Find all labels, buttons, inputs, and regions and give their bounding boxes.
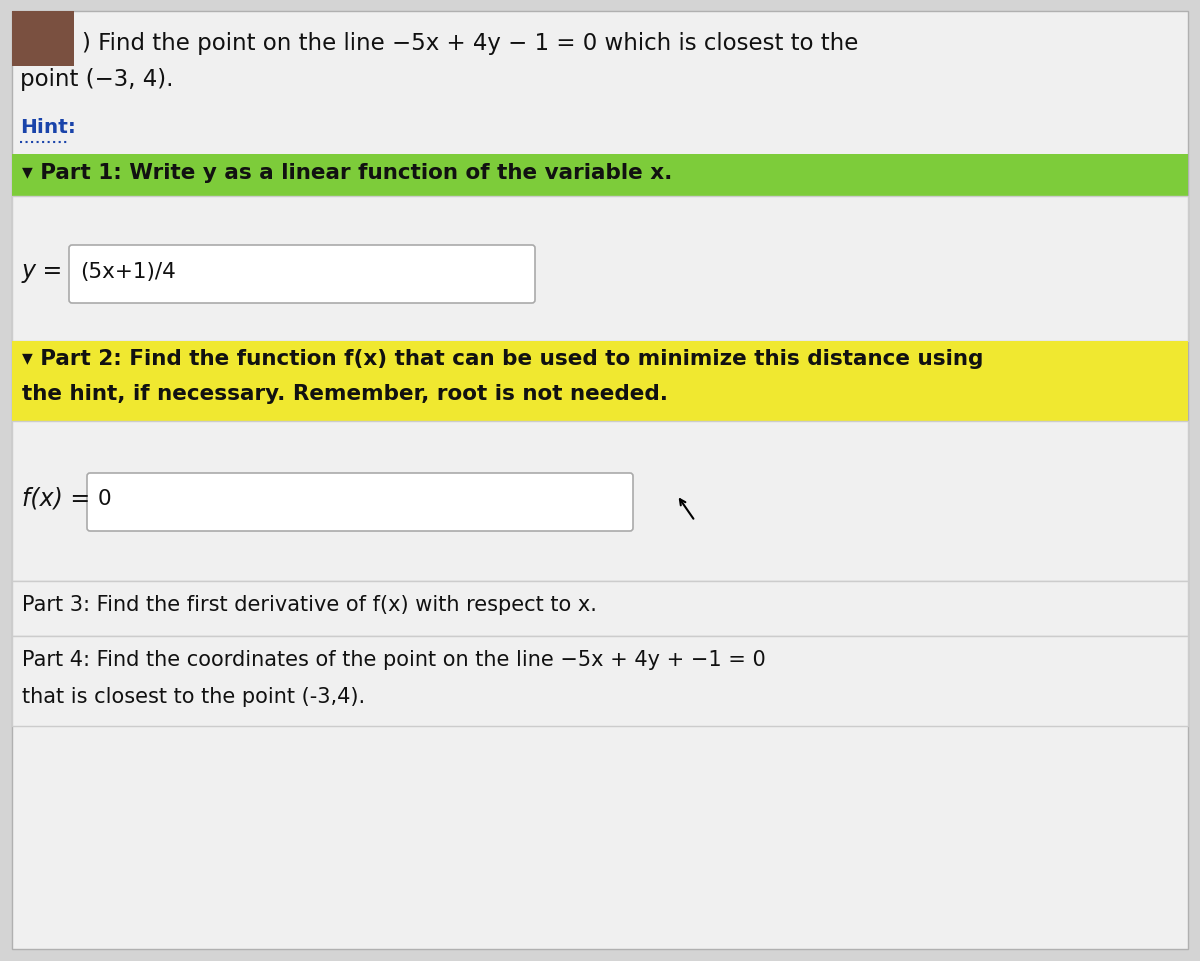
Bar: [12, 12, 74, 67]
Bar: [12, 342, 1188, 422]
Text: (5x+1)/4: (5x+1)/4: [80, 261, 176, 282]
Text: Part 4: Find the coordinates of the point on the line −5x + 4y + −1 = 0: Part 4: Find the coordinates of the poin…: [22, 650, 766, 669]
Bar: [12, 422, 1188, 581]
Bar: [12, 636, 1188, 727]
Text: ▾ Part 2: Find the function f(x) that can be used to minimize this distance usin: ▾ Part 2: Find the function f(x) that ca…: [22, 349, 983, 369]
Bar: [12, 581, 1188, 636]
Text: 0: 0: [98, 488, 112, 508]
Text: ) Find the point on the line −5x + 4y − 1 = 0 which is closest to the: ) Find the point on the line −5x + 4y − …: [82, 32, 858, 55]
Text: Part 3: Find the first derivative of f(x) with respect to x.: Part 3: Find the first derivative of f(x…: [22, 595, 596, 614]
Text: Hint:: Hint:: [20, 118, 76, 136]
Text: point (−3, 4).: point (−3, 4).: [20, 68, 174, 91]
FancyBboxPatch shape: [70, 246, 535, 304]
Text: that is closest to the point (-3,4).: that is closest to the point (-3,4).: [22, 686, 365, 706]
FancyBboxPatch shape: [88, 474, 634, 531]
Text: f(x) =: f(x) =: [22, 486, 97, 510]
Bar: [12, 197, 1188, 342]
Text: the hint, if necessary. Remember, root is not needed.: the hint, if necessary. Remember, root i…: [22, 383, 668, 404]
Text: ▾ Part 1: Write y as a linear function of the variable x.: ▾ Part 1: Write y as a linear function o…: [22, 162, 672, 183]
Text: y =: y =: [22, 259, 71, 283]
Bar: [12, 155, 1188, 197]
